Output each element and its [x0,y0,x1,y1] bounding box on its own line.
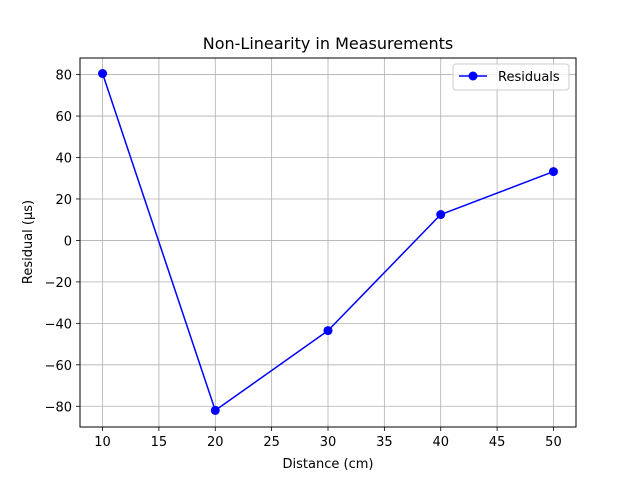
y-tick-label: 0 [64,234,72,249]
y-axis-ticks: −80 −60 −40 −20 0 20 40 60 80 [45,69,80,415]
x-axis-ticks: 10 15 20 25 30 35 40 45 50 [94,427,562,450]
data-point [210,405,220,415]
y-tick-label: 20 [55,193,72,208]
series-layer [98,69,558,415]
legend-marker [468,71,478,81]
x-tick-label: 10 [94,435,111,450]
legend-label: Residuals [498,70,560,85]
x-tick-label: 20 [207,435,224,450]
y-tick-label: −20 [45,276,72,291]
y-tick-label: 80 [55,69,72,84]
y-tick-label: −60 [45,359,72,374]
chart-title: Non-Linearity in Measurements [203,34,454,53]
data-point [98,69,108,79]
x-axis-label: Distance (cm) [283,457,374,472]
y-tick-label: −40 [45,317,72,332]
x-tick-label: 25 [263,435,280,450]
x-tick-label: 40 [432,435,449,450]
data-point [436,210,446,220]
y-axis-label: Residual (µs) [21,200,36,284]
x-tick-label: 35 [376,435,393,450]
x-tick-label: 50 [545,435,562,450]
grid [80,58,576,427]
legend-box [452,63,570,91]
y-tick-label: 60 [55,110,72,125]
x-tick-label: 30 [320,435,337,450]
legend: Residuals [452,63,570,91]
data-point [323,326,333,336]
y-tick-label: −80 [45,400,72,415]
x-tick-label: 45 [489,435,506,450]
data-point [548,167,558,177]
x-tick-label: 15 [151,435,168,450]
y-tick-label: 40 [55,152,72,167]
